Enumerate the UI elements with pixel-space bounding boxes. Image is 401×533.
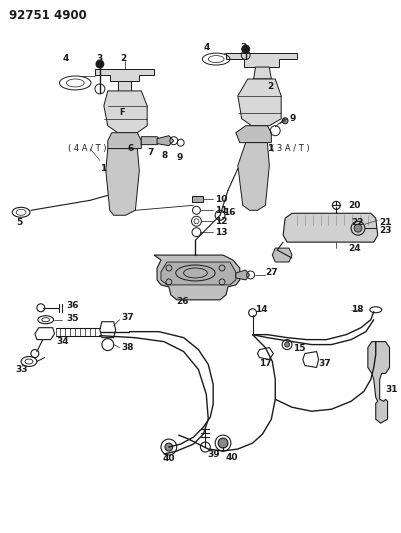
Text: 40: 40 bbox=[162, 455, 175, 464]
Text: 27: 27 bbox=[265, 269, 277, 278]
Circle shape bbox=[241, 45, 249, 53]
Text: 18: 18 bbox=[350, 305, 363, 314]
Text: 7: 7 bbox=[147, 148, 153, 157]
Text: 8: 8 bbox=[162, 151, 168, 160]
Text: 21: 21 bbox=[379, 218, 391, 227]
Text: 38: 38 bbox=[121, 343, 134, 352]
Polygon shape bbox=[237, 79, 280, 126]
Polygon shape bbox=[103, 91, 147, 133]
Text: 17: 17 bbox=[259, 359, 271, 368]
Text: 37: 37 bbox=[121, 313, 134, 322]
Text: 40: 40 bbox=[225, 453, 238, 462]
Text: 31: 31 bbox=[385, 385, 397, 394]
Text: 3: 3 bbox=[96, 54, 102, 62]
Text: 92751 4900: 92751 4900 bbox=[9, 9, 87, 22]
Text: F: F bbox=[119, 108, 125, 117]
Text: 13: 13 bbox=[215, 228, 227, 237]
Text: 1: 1 bbox=[267, 144, 273, 153]
Text: 35: 35 bbox=[66, 314, 79, 323]
Circle shape bbox=[218, 438, 227, 448]
Polygon shape bbox=[157, 136, 173, 146]
Circle shape bbox=[353, 224, 361, 232]
Text: 4: 4 bbox=[203, 43, 209, 52]
Text: 16: 16 bbox=[223, 208, 235, 217]
Text: 10: 10 bbox=[215, 195, 227, 204]
Text: 26: 26 bbox=[176, 297, 189, 306]
Text: 11: 11 bbox=[215, 206, 227, 215]
Text: 5: 5 bbox=[16, 218, 22, 227]
Polygon shape bbox=[95, 69, 154, 81]
Text: 2: 2 bbox=[120, 54, 127, 62]
Polygon shape bbox=[154, 255, 239, 300]
Text: 14: 14 bbox=[254, 305, 267, 314]
Polygon shape bbox=[271, 248, 291, 262]
Text: 15: 15 bbox=[292, 344, 305, 353]
Text: 1: 1 bbox=[100, 164, 106, 173]
Polygon shape bbox=[191, 196, 203, 203]
Polygon shape bbox=[282, 213, 377, 242]
Polygon shape bbox=[367, 342, 389, 423]
Circle shape bbox=[284, 342, 289, 347]
Text: 36: 36 bbox=[66, 301, 79, 310]
Text: 39: 39 bbox=[207, 449, 219, 458]
Circle shape bbox=[164, 443, 172, 451]
Text: 4: 4 bbox=[62, 54, 69, 62]
Text: 22: 22 bbox=[350, 218, 363, 227]
Text: 33: 33 bbox=[15, 365, 28, 374]
Text: 37: 37 bbox=[318, 359, 330, 368]
Text: 24: 24 bbox=[347, 244, 360, 253]
Text: 2: 2 bbox=[267, 83, 273, 92]
Text: 6: 6 bbox=[127, 144, 134, 153]
Polygon shape bbox=[253, 67, 271, 79]
Text: 23: 23 bbox=[379, 225, 391, 235]
Polygon shape bbox=[141, 136, 160, 144]
Polygon shape bbox=[225, 53, 296, 67]
Text: ( 3 A / T ): ( 3 A / T ) bbox=[271, 144, 309, 153]
Text: 3: 3 bbox=[240, 43, 246, 52]
Text: 34: 34 bbox=[57, 337, 69, 346]
Polygon shape bbox=[237, 143, 269, 211]
Text: 12: 12 bbox=[215, 217, 227, 226]
Polygon shape bbox=[117, 81, 131, 91]
Polygon shape bbox=[235, 270, 249, 280]
Polygon shape bbox=[160, 262, 235, 285]
Polygon shape bbox=[105, 149, 139, 215]
Circle shape bbox=[96, 60, 103, 68]
Text: ( 4 A / T ): ( 4 A / T ) bbox=[68, 144, 107, 153]
Text: 9: 9 bbox=[288, 114, 295, 123]
Polygon shape bbox=[235, 126, 271, 143]
Text: 9: 9 bbox=[176, 153, 183, 162]
Text: 20: 20 bbox=[347, 201, 360, 210]
Circle shape bbox=[282, 118, 288, 124]
Polygon shape bbox=[107, 133, 141, 149]
